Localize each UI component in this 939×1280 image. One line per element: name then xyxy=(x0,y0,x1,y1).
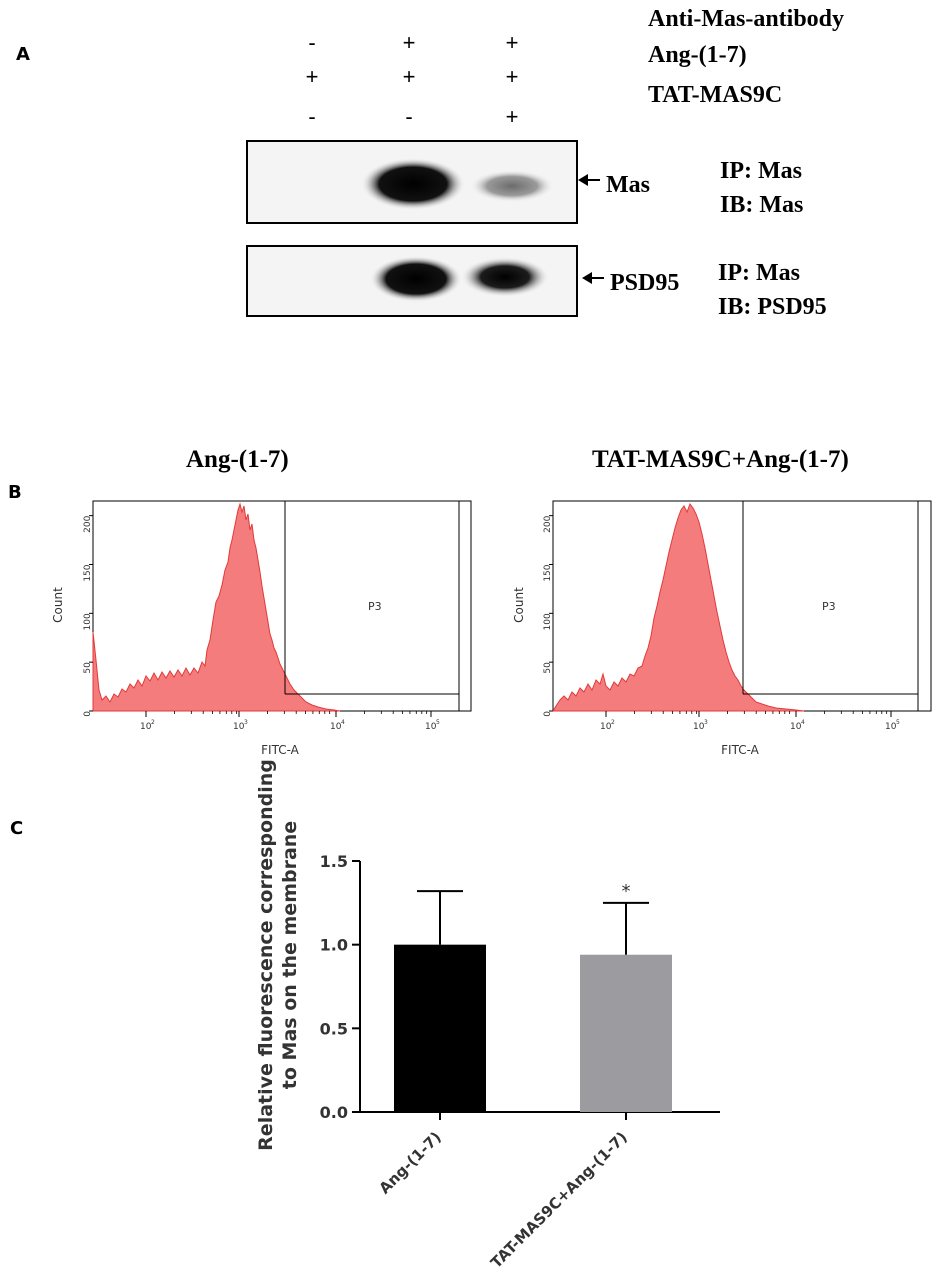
blot-mas xyxy=(246,140,578,224)
histogram-2-distribution xyxy=(552,502,805,712)
blot-label-psd95: PSD95 xyxy=(610,270,680,296)
histogram-ytick-label: 150 xyxy=(543,564,553,581)
histogram-ytick-label: 0 xyxy=(543,711,553,717)
row-label-tat: TAT-MAS9C xyxy=(648,82,783,108)
histogram-xtick-exponent: 5 xyxy=(896,719,900,726)
sign-r0-c0: - xyxy=(308,30,316,55)
sign-r0-c2: + xyxy=(505,30,519,55)
sign-r1-c1: + xyxy=(402,64,416,89)
significance-star: * xyxy=(622,881,631,902)
arrow-mas xyxy=(578,174,600,186)
histogram-2-title: TAT-MAS9C+Ang-(1-7) xyxy=(592,446,849,473)
histogram-xtick-exponent: 3 xyxy=(704,719,708,726)
gate-p3-label-2: P3 xyxy=(822,600,836,613)
panel-b-letter: B xyxy=(8,482,22,503)
ib-label-psd95: IB: PSD95 xyxy=(718,294,827,320)
chart-ytick-label: 0.0 xyxy=(320,1103,348,1122)
histogram-xtick-exponent: 2 xyxy=(151,719,155,726)
bar-1 xyxy=(394,944,486,1112)
histogram-xtick-label: 10 xyxy=(600,722,612,732)
chart-ylabel-line1: Relative fluorescence corresponding xyxy=(255,759,277,1151)
sign-r2-c2: + xyxy=(505,104,519,129)
gate-p3-label-1: P3 xyxy=(368,600,382,613)
sign-r1-c0: + xyxy=(305,64,319,89)
histogram-1-title: Ang-(1-7) xyxy=(186,446,289,473)
bar-2 xyxy=(580,954,672,1112)
histogram-1-ylabel: Count xyxy=(51,587,65,623)
histogram-ytick-label: 50 xyxy=(83,662,93,674)
histogram-2: P3 Count FITC-A xyxy=(512,500,932,757)
sign-r2-c0: - xyxy=(308,104,316,129)
histogram-ytick-label: 200 xyxy=(543,515,553,532)
chart-ytick-label: 0.5 xyxy=(320,1019,348,1038)
ip-label-psd95: IP: Mas xyxy=(718,260,800,286)
histogram-xtick-exponent: 4 xyxy=(801,719,805,726)
histogram-ytick-label: 0 xyxy=(83,711,93,717)
histogram-ytick-label: 100 xyxy=(543,613,553,630)
histogram-xtick-exponent: 4 xyxy=(341,719,345,726)
category-label-2: TAT-MAS9C+Ang-(1-7) xyxy=(487,1128,631,1272)
sign-r0-c1: + xyxy=(402,30,416,55)
histogram-xtick-label: 10 xyxy=(330,722,342,732)
chart-ytick-label: 1.0 xyxy=(320,936,348,955)
blot-images xyxy=(246,140,604,317)
histogram-xtick-exponent: 2 xyxy=(611,719,615,726)
histogram-xtick-exponent: 3 xyxy=(244,719,248,726)
histogram-xtick-label: 10 xyxy=(790,722,802,732)
histogram-2-xlabel: FITC-A xyxy=(721,743,760,757)
histogram-ytick-label: 100 xyxy=(83,613,93,630)
row-label-anti-mas: Anti-Mas-antibody xyxy=(648,6,845,32)
panel-c-letter: C xyxy=(10,818,24,839)
histogram-1: P3 Count FITC-A xyxy=(51,500,472,757)
blot-label-mas: Mas xyxy=(606,172,650,198)
histogram-xtick-label: 10 xyxy=(425,722,437,732)
histogram-2-ylabel: Count xyxy=(512,587,526,623)
histogram-xtick-label: 10 xyxy=(885,722,897,732)
ib-label-mas: IB: Mas xyxy=(720,192,804,218)
histogram-xtick-label: 10 xyxy=(140,722,152,732)
histogram-xtick-exponent: 5 xyxy=(436,719,440,726)
sign-r2-c1: - xyxy=(405,104,413,129)
histogram-1-distribution xyxy=(92,502,341,712)
blot-psd95 xyxy=(246,245,578,317)
panel-a-letter: A xyxy=(16,44,30,65)
chart-ylabel-line2: to Mas on the membrane xyxy=(279,821,301,1089)
histogram-ytick-label: 150 xyxy=(83,564,93,581)
histogram-xtick-label: 10 xyxy=(233,722,245,732)
arrow-psd95 xyxy=(582,272,604,284)
histogram-ytick-label: 200 xyxy=(83,515,93,532)
chart-ytick-label: 1.5 xyxy=(320,852,348,871)
histogram-xtick-label: 10 xyxy=(693,722,705,732)
ip-label-mas: IP: Mas xyxy=(720,158,802,184)
row-label-ang: Ang-(1-7) xyxy=(648,42,747,68)
category-label-1: Ang-(1-7) xyxy=(375,1128,444,1197)
sign-r1-c2: + xyxy=(505,64,519,89)
histogram-1-xlabel: FITC-A xyxy=(261,743,300,757)
histogram-ytick-label: 50 xyxy=(543,662,553,674)
